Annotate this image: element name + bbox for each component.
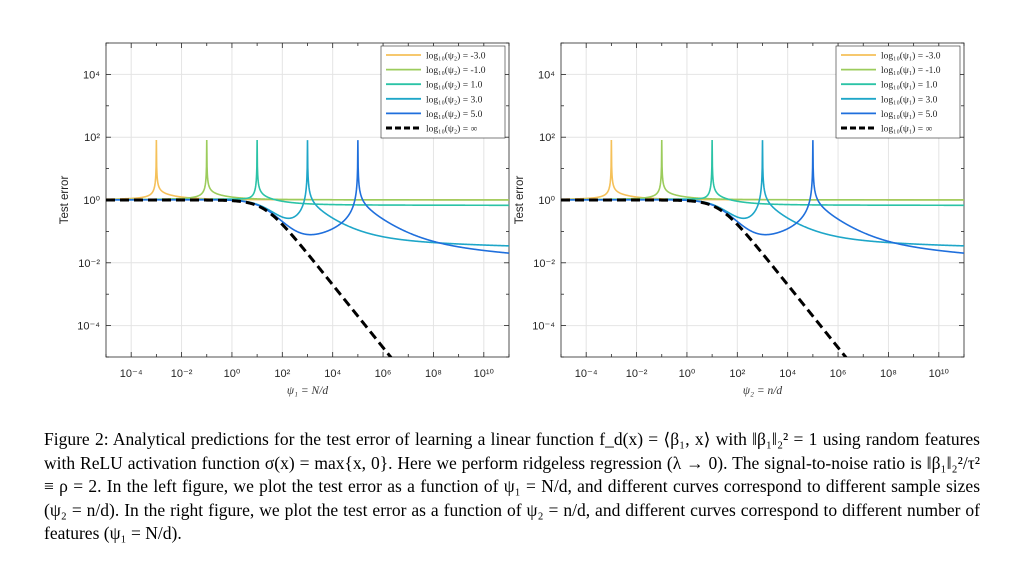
y-tick-label: 10⁴ [538,69,555,81]
chart-panel-1: 10⁻⁴ 10⁻² 10⁰ 10² 10⁴ 10⁶ 10⁸ 10¹⁰ 10⁴ 10² 10⁰ 10⁻²… [59,42,510,397]
caption-line: (ψ₁ = N/d). [103,523,182,544]
y-tick-label: 10² [539,132,555,144]
x-tick-label: 10⁻² [626,368,648,380]
legend: log₁₀(ψ₂) = -3.0 log₁₀(ψ₂) = -1.0 log₁₀(ψ₂… [380,45,506,139]
series-line-6 [106,198,393,357]
caption-line: plot the test error as a function of ψ₂ … [44,499,980,544]
x-tick-label: 10² [729,368,745,380]
x-tick-label: 10¹⁰ [474,368,495,380]
legend-label: log₁₀(ψ₂) = 3.0 [426,94,483,105]
caption-line: using random features with ReLU activati… [44,429,980,473]
legend-label: log₁₀(ψ₂) = 1.0 [426,80,483,91]
series-line-5 [106,140,509,254]
x-tick-label: 10⁻² [171,368,193,380]
x-tick-label: 10¹⁰ [929,368,950,380]
x-tick-label: 10⁶ [830,368,847,380]
y-tick-label: 10⁻⁴ [77,321,100,333]
y-axis-label: Test error [59,176,71,225]
caption-line: Figure 2: Analytical predictions for the… [44,429,818,449]
y-tick-label: 10⁻² [533,258,555,270]
legend-label: log₁₀(ψ₁) = -1.0 [881,65,941,76]
x-tick-label: 10⁸ [425,368,442,380]
legend: log₁₀(ψ₁) = -3.0 log₁₀(ψ₁) = -1.0 log₁₀(ψ₁… [835,45,961,139]
x-tick-label: 10⁶ [375,368,392,380]
caption-line: (λ → 0). The signal-to-noise ratio is ‖β… [44,452,981,497]
legend-label: log₁₀(ψ₁) = -3.0 [881,51,941,62]
figure-2-charts: 10⁻⁴ 10⁻² 10⁰ 10² 10⁴ 10⁶ 10⁸ 10¹⁰ 10⁴ 10² 10⁰ 10⁻²… [59,42,965,397]
series-line-6 [561,198,848,357]
legend-label: log₁₀(ψ₁) = ∞ [881,124,932,135]
y-axis-label: Test error [514,176,526,225]
chart-panel-2: 10⁻⁴ 10⁻² 10⁰ 10² 10⁴ 10⁶ 10⁸ 10¹⁰ 10⁴ 10² 10⁰ 10⁻²… [514,42,965,397]
x-axis-label: ψ₂ = n/d [743,385,783,397]
y-tick-label: 10⁴ [83,69,100,81]
x-axis-label: ψ₁ = N/d [287,385,329,397]
y-tick-label: 10⁰ [83,195,100,207]
x-tick-label: 10⁻⁴ [575,368,598,380]
x-tick-label: 10⁴ [324,368,341,380]
y-tick-label: 10⁰ [538,195,555,207]
figure-caption: Figure 2: Analytical predictions for the… [44,428,980,546]
legend-label: log₁₀(ψ₂) = ∞ [426,124,477,135]
legend-label: log₁₀(ψ₁) = 3.0 [881,94,938,105]
legend-label: log₁₀(ψ₂) = -1.0 [426,65,486,76]
series-line-5 [561,140,964,254]
x-tick-label: 10⁰ [224,368,241,380]
legend-label: log₁₀(ψ₂) = -3.0 [426,51,486,62]
legend-label: log₁₀(ψ₁) = 5.0 [881,109,938,120]
legend-label: log₁₀(ψ₁) = 1.0 [881,80,938,91]
y-tick-label: 10⁻⁴ [532,321,555,333]
x-tick-label: 10⁸ [880,368,897,380]
legend-label: log₁₀(ψ₂) = 5.0 [426,109,483,120]
x-tick-label: 10⁰ [679,368,696,380]
x-tick-label: 10⁻⁴ [120,368,143,380]
x-tick-label: 10² [274,368,290,380]
x-tick-label: 10⁴ [779,368,796,380]
caption-line: of ψ₁ = N/d, and different curves corres… [44,476,980,520]
y-tick-label: 10² [84,132,100,144]
y-tick-label: 10⁻² [78,258,100,270]
